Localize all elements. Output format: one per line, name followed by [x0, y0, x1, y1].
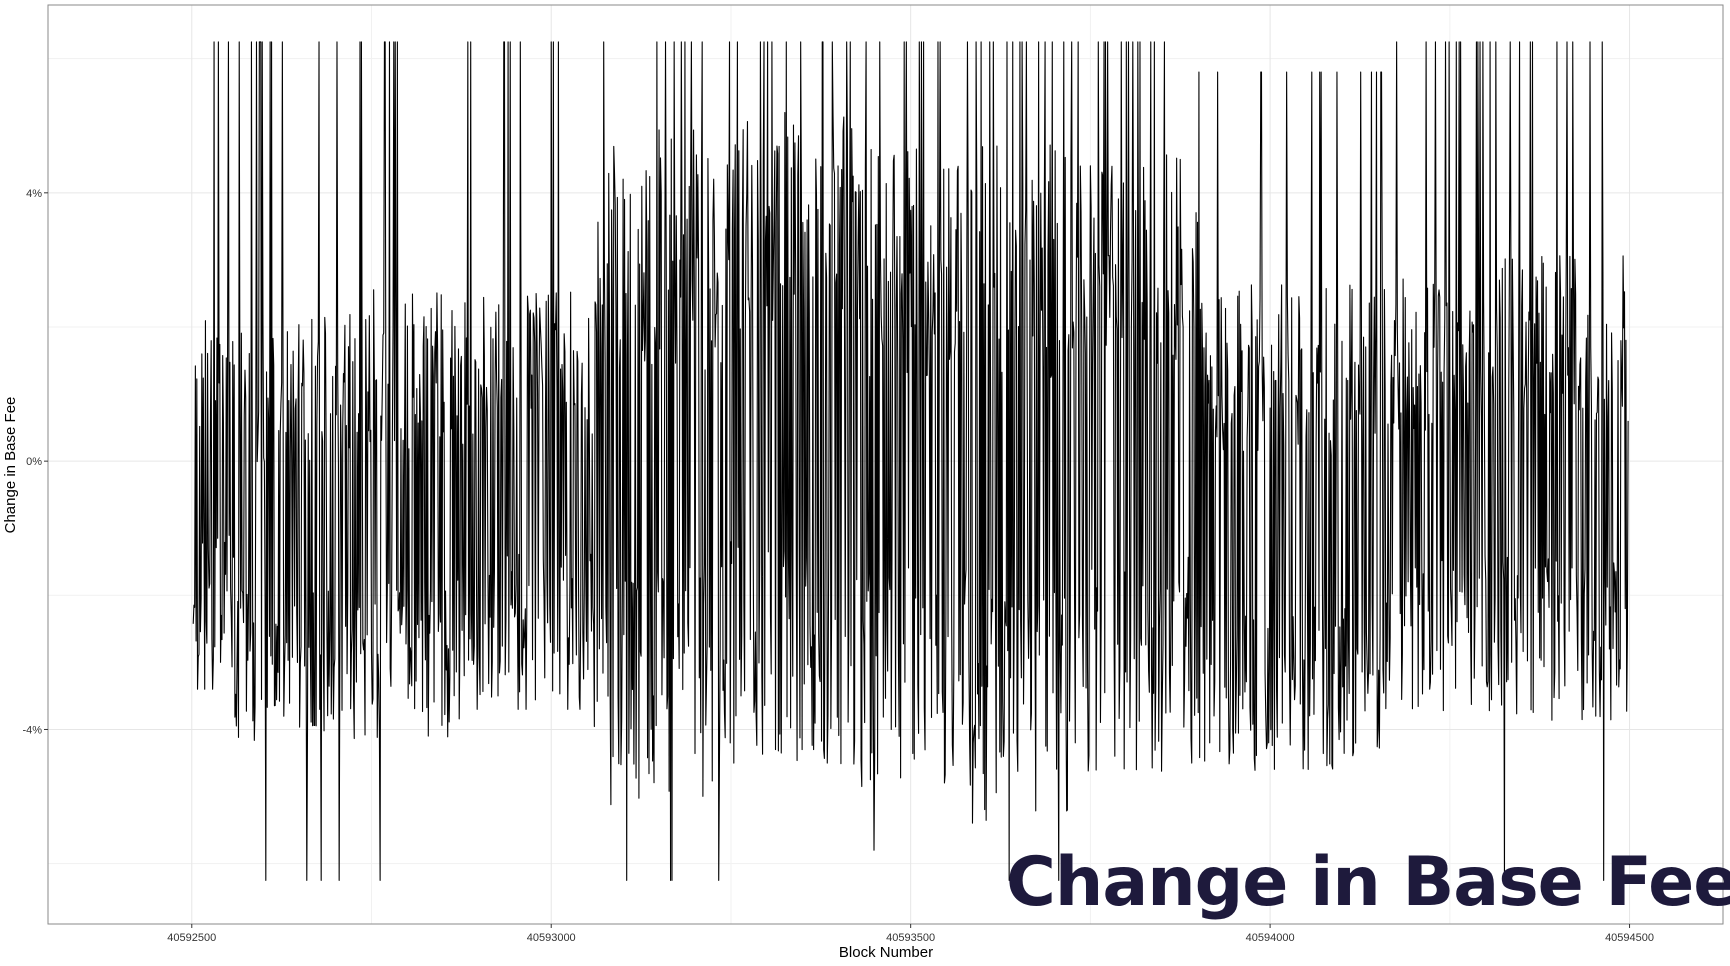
x-axis-ticks: 40592500 40593000 40593500 40594000 40594500 [167, 924, 1654, 944]
y-tick-label: -4% [22, 724, 42, 736]
x-tick-label: 40594500 [1605, 932, 1654, 944]
x-tick-label: 40593000 [527, 932, 576, 944]
x-tick-label: 40592500 [167, 932, 216, 944]
y-axis-ticks: -4% 0% 4% [22, 188, 48, 736]
data-line-series [192, 41, 1629, 881]
x-tick-label: 40594000 [1246, 932, 1295, 944]
x-axis-title: Block Number [839, 944, 933, 961]
base-fee-change-line [192, 41, 1629, 881]
plot-panel-border [47, 4, 1724, 925]
x-tick-label: 40593500 [886, 932, 935, 944]
y-axis-title: Change in Base Fee [2, 397, 19, 534]
y-tick-label: 4% [26, 188, 42, 200]
overlay-chart-title: Change in Base Fee [1006, 843, 1730, 922]
y-tick-label: 0% [26, 456, 42, 468]
